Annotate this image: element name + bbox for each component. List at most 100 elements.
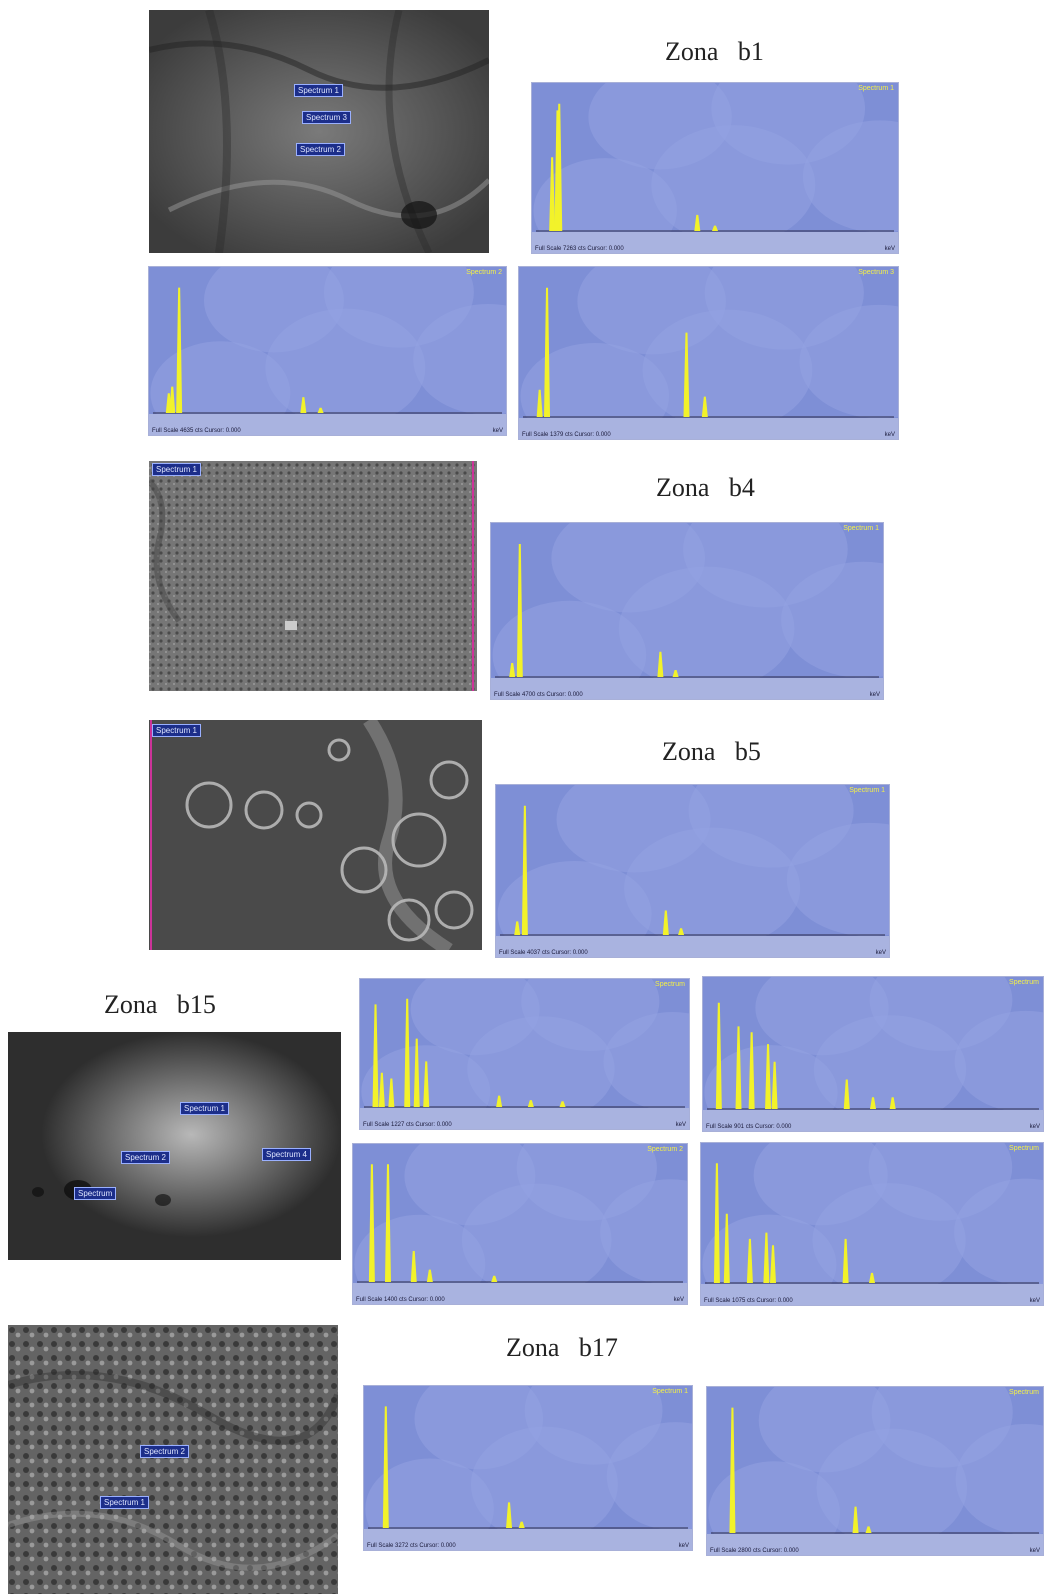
spectrum-footer: Full Scale 4700 cts Cursor: 0.000 (494, 692, 583, 698)
spectrum-unit: keV (673, 1297, 684, 1303)
spectrum-peak (715, 1002, 722, 1109)
spectrum-peak (378, 1072, 385, 1107)
zone-title-b5: Zona b5 (662, 737, 761, 766)
spectrum-title: Spectrum (655, 981, 685, 988)
spectrum-unit: keV (869, 692, 880, 698)
spectrum-peak (423, 1061, 430, 1107)
spectrum-peak (713, 1163, 720, 1283)
sem-label-b15-1: Spectrum 1 (180, 1102, 229, 1115)
spectrum-peak (770, 1245, 776, 1283)
spectrum-unit: keV (678, 1543, 689, 1549)
spectrum-plot (149, 267, 506, 435)
spectrum-unit: keV (884, 432, 895, 438)
spectrum-plot (496, 785, 889, 957)
sem-label-b1-3: Spectrum 3 (302, 111, 351, 124)
spectrum-unit: keV (884, 246, 895, 252)
spectrum-unit: keV (875, 950, 886, 956)
spectrum-peak (729, 1407, 736, 1533)
spectrum-panel: Spectrum 2 Full Scale 1400 cts Cursor: 0.… (352, 1143, 688, 1305)
sem-image-b5 (149, 720, 482, 950)
spectrum-peak (694, 214, 701, 231)
sem-label-b5-1: Spectrum 1 (152, 724, 201, 737)
spectrum-title: Spectrum 1 (652, 1388, 688, 1395)
spectrum-plot (353, 1144, 687, 1304)
sem-label-b15-4: Spectrum 4 (262, 1148, 311, 1161)
spectrum-panel: Spectrum Full Scale 1075 cts Cursor: 0.00… (700, 1142, 1044, 1306)
spectrum-panel: Spectrum 1 Full Scale 7263 cts Cursor: 0.… (531, 82, 899, 254)
spectrum-peak (657, 651, 664, 677)
spectrum-peak (514, 921, 521, 935)
spectrum-footer: Full Scale 7263 cts Cursor: 0.000 (535, 246, 624, 252)
spectrum-peak (870, 1097, 876, 1109)
spectrum-footer: Full Scale 901 cts Cursor: 0.000 (706, 1124, 792, 1130)
spectrum-peak (413, 1038, 420, 1107)
spectrum-footer: Full Scale 1379 cts Cursor: 0.000 (522, 432, 611, 438)
spectrum-peak (852, 1506, 859, 1533)
sem-image-b15 (8, 1032, 341, 1260)
spectrum-title: Spectrum (1009, 1389, 1039, 1396)
spectrum-title: Spectrum 2 (466, 269, 502, 276)
spectrum-peak (549, 157, 556, 231)
spectrum-peak (544, 287, 551, 417)
spectrum-peak (735, 1026, 742, 1109)
spectrum-footer: Full Scale 4635 cts Cursor: 0.000 (152, 428, 241, 434)
sem-texture (149, 461, 477, 691)
sem-label-b17-2: Spectrum 2 (140, 1445, 189, 1458)
spectrum-peak (410, 1251, 417, 1282)
spectrum-peak (491, 1275, 498, 1282)
spectrum-plot (491, 523, 883, 699)
spectrum-peak (763, 1232, 770, 1283)
spectrum-peak (536, 389, 543, 417)
spectrum-peak (169, 386, 176, 413)
spectrum-peak (701, 396, 708, 417)
spectrum-peak (712, 225, 718, 231)
spectrum-footer: Full Scale 1227 cts Cursor: 0.000 (363, 1122, 452, 1128)
spectrum-footer: Full Scale 3272 cts Cursor: 0.000 (367, 1543, 456, 1549)
spectrum-peak (748, 1032, 755, 1109)
spectrum-panel: Spectrum Full Scale 1227 cts Cursor: 0.00… (359, 978, 690, 1130)
spectrum-peak (496, 1095, 503, 1107)
spectrum-peak (556, 103, 563, 231)
spectrum-panel: Spectrum 2 Full Scale 4635 cts Cursor: 0.… (148, 266, 507, 436)
spectrum-plot (519, 267, 898, 439)
spectrum-peak (368, 1164, 375, 1282)
sem-texture (149, 10, 489, 253)
sem-image-b1 (149, 10, 489, 253)
spectrum-peak (527, 1100, 534, 1107)
spectrum-unit: keV (492, 428, 503, 434)
spectrum-panel: Spectrum 3 Full Scale 1379 cts Cursor: 0.… (518, 266, 899, 440)
spectrum-peak (300, 397, 307, 413)
spectrum-plot (701, 1143, 1043, 1305)
spectrum-peak (426, 1269, 433, 1282)
spectrum-peak (317, 407, 324, 413)
spectrum-panel: Spectrum Full Scale 901 cts Cursor: 0.000… (702, 976, 1044, 1132)
spectrum-peak (509, 663, 516, 677)
spectrum-peak (518, 1521, 525, 1528)
spectrum-peak (765, 1044, 772, 1109)
spectrum-peak (176, 287, 183, 413)
zone-title-b15: Zona b15 (104, 990, 216, 1019)
zone-title-b4: Zona b4 (656, 473, 755, 502)
spectrum-peak (678, 928, 685, 935)
spectrum-peak (746, 1238, 753, 1283)
spectrum-plot (364, 1386, 692, 1550)
spectrum-title: Spectrum 1 (849, 787, 885, 794)
spectrum-unit: keV (1029, 1124, 1040, 1130)
spectrum-peak (521, 805, 528, 935)
spectrum-peak (869, 1272, 875, 1283)
sem-texture (149, 720, 482, 950)
spectrum-panel: Spectrum Full Scale 2800 cts Cursor: 0.00… (706, 1386, 1044, 1556)
spectrum-unit: keV (1029, 1298, 1040, 1304)
sem-texture (8, 1325, 338, 1594)
spectrum-panel: Spectrum 1 Full Scale 3272 cts Cursor: 0.… (363, 1385, 693, 1551)
spectrum-title: Spectrum (1009, 1145, 1039, 1152)
spectrum-plot (707, 1387, 1043, 1555)
spectrum-title: Spectrum 2 (647, 1146, 683, 1153)
spectrum-footer: Full Scale 1075 cts Cursor: 0.000 (704, 1298, 793, 1304)
spectrum-peak (672, 670, 679, 677)
spectrum-plot (360, 979, 689, 1129)
spectrum-peak (516, 544, 523, 677)
sem-label-b1-2: Spectrum 2 (296, 143, 345, 156)
sem-label-b4-1: Spectrum 1 (152, 463, 201, 476)
zone-title-b1: Zona b1 (665, 37, 764, 66)
